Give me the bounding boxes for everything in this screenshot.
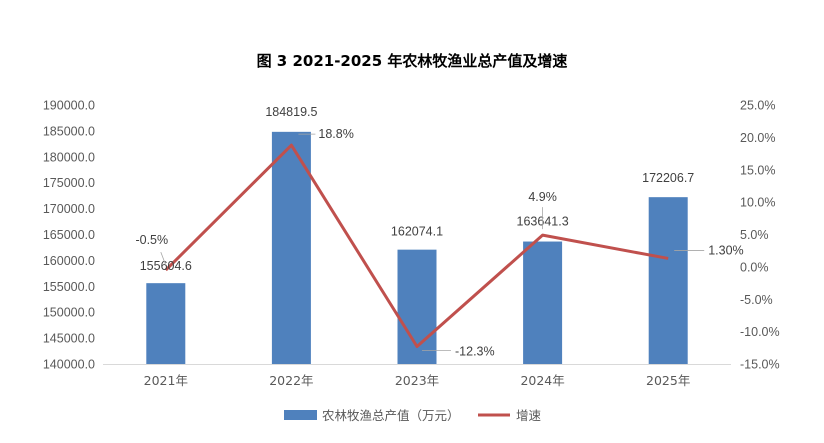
x-axis-tick-label: 2022年 — [269, 373, 313, 388]
legend-line-label: 增速 — [516, 408, 542, 423]
chart-title: 图 3 2021-2025 年农林牧渔业总产值及增速 — [256, 52, 568, 70]
left-axis-tick-label: 185000.0 — [43, 124, 95, 138]
line-value-label: 18.8% — [318, 127, 353, 141]
x-axis-tick-label: 2025年 — [646, 373, 690, 388]
right-axis-tick-label: 10.0% — [740, 196, 775, 210]
line-value-label: 1.30% — [708, 243, 743, 257]
left-axis-tick-label: 175000.0 — [43, 176, 95, 190]
right-axis-tick-label: 25.0% — [740, 99, 775, 113]
right-axis-tick-label: 15.0% — [740, 163, 775, 177]
right-axis-tick-label: 0.0% — [740, 260, 769, 274]
bar — [146, 283, 186, 364]
bar — [271, 131, 311, 364]
left-axis-tick-label: 190000.0 — [43, 99, 95, 113]
left-axis-tick-label: 180000.0 — [43, 150, 95, 164]
legend-bar-swatch — [284, 410, 317, 420]
left-axis-tick-label: 155000.0 — [43, 280, 95, 294]
line-label-leader — [160, 251, 167, 266]
left-axis-tick-label: 145000.0 — [43, 332, 95, 346]
x-axis-tick-label: 2021年 — [144, 373, 188, 388]
line-value-label: -0.5% — [135, 233, 168, 247]
x-axis-tick-label: 2024年 — [520, 373, 564, 388]
x-axis-tick-label: 2023年 — [395, 373, 439, 388]
line-value-label: -12.3% — [455, 345, 495, 359]
growth-line — [164, 143, 669, 349]
bar — [523, 241, 563, 364]
bar-value-label: 162074.1 — [391, 225, 443, 239]
line-value-label: 4.9% — [528, 190, 557, 204]
right-axis-tick-label: 5.0% — [740, 228, 769, 242]
legend-bar-label: 农林牧渔总产值（万元） — [322, 408, 460, 423]
bar — [648, 197, 688, 364]
right-axis-tick-label: 20.0% — [740, 131, 775, 145]
right-axis-tick-label: -15.0% — [740, 358, 780, 372]
left-axis-tick-label: 150000.0 — [43, 306, 95, 320]
left-axis-tick-label: 160000.0 — [43, 254, 95, 268]
right-axis-tick-label: -5.0% — [740, 293, 773, 307]
left-axis-tick-label: 170000.0 — [43, 202, 95, 216]
right-axis-tick-label: -10.0% — [740, 325, 780, 339]
left-axis-tick-label: 165000.0 — [43, 228, 95, 242]
left-axis-tick-label: 140000.0 — [43, 358, 95, 372]
bar-value-label: 184819.5 — [265, 105, 317, 119]
bar-value-label: 172206.7 — [642, 171, 694, 185]
bar-value-label: 155604.6 — [140, 259, 192, 273]
